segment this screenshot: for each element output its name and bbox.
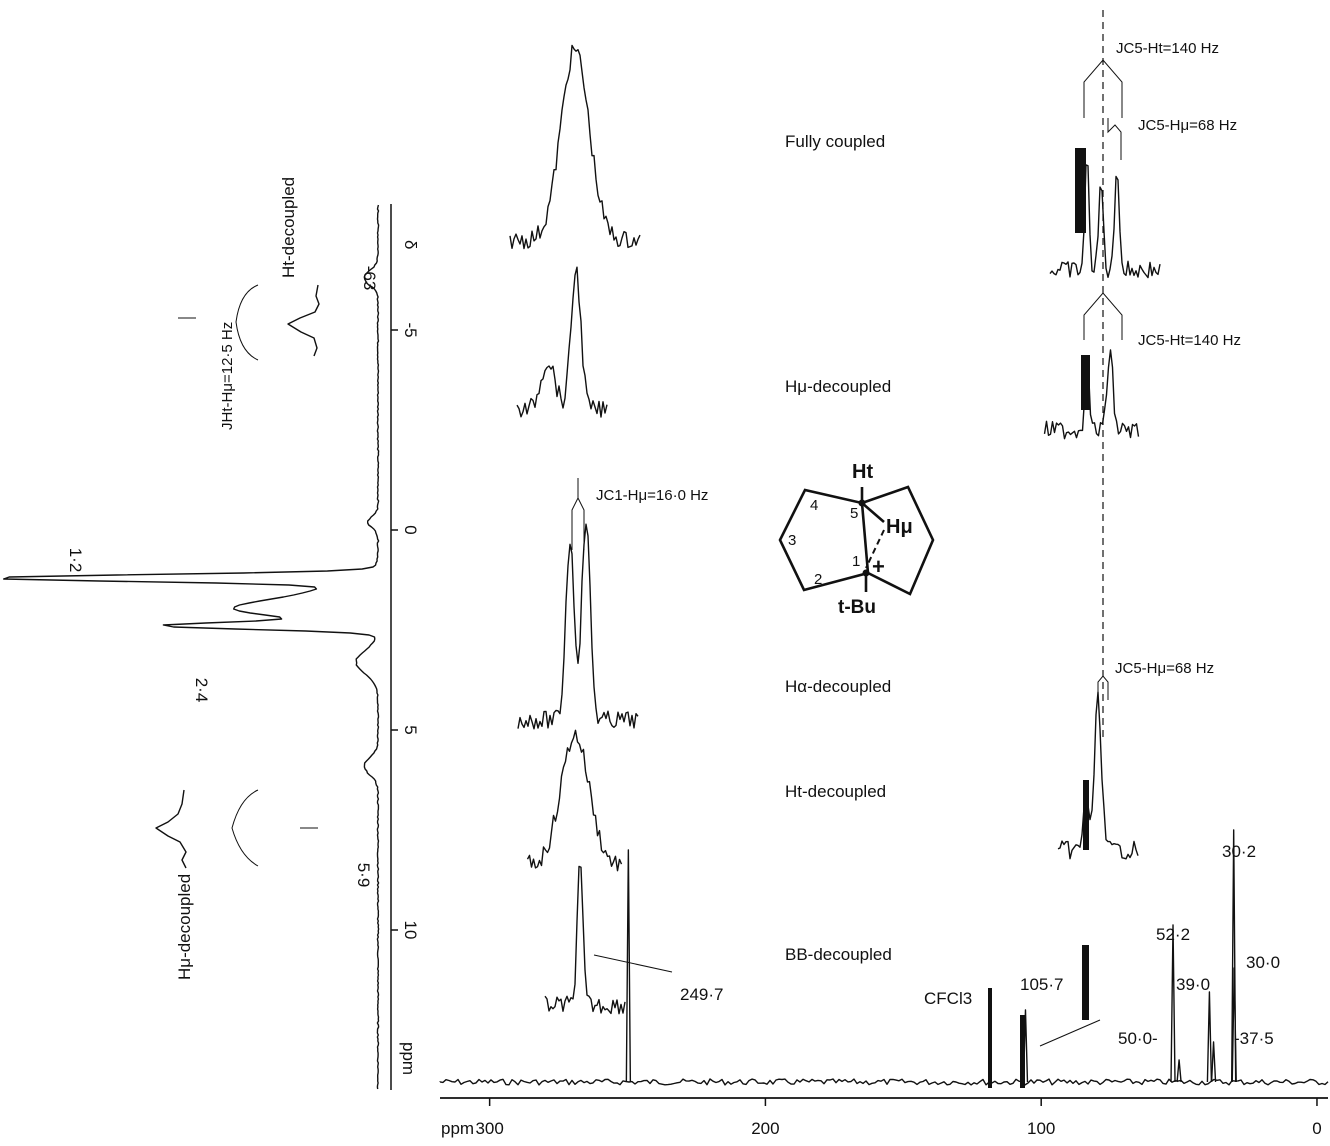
h1-hmu-decoupled-label: Hμ-decoupled bbox=[175, 874, 194, 980]
structure-bridge-bond bbox=[865, 529, 885, 569]
c5-bar-3 bbox=[1083, 780, 1089, 850]
c5-multiplet-marker-1 bbox=[1083, 59, 1123, 118]
c5-inset-fully-coupled bbox=[1049, 164, 1161, 279]
h1-inset-bottom-1 bbox=[231, 789, 259, 867]
inset-label-halpha-decoupled: Hα-decoupled bbox=[785, 677, 891, 696]
c5-bar-4 bbox=[1082, 945, 1089, 1020]
h1-tick-label-3: 10 bbox=[401, 921, 420, 940]
structure-ring bbox=[778, 488, 870, 592]
inset-connector-c1 bbox=[593, 954, 673, 973]
cfcl3-reference-bar bbox=[988, 988, 992, 1088]
cfcl3-label: CFCl3 bbox=[924, 989, 972, 1008]
c5-multiplet-marker-2 bbox=[1107, 118, 1122, 160]
c13-peak-label-2: 52·2 bbox=[1156, 925, 1190, 944]
cation-structure: Ht Hμ t-Bu + 1 2 3 4 5 bbox=[778, 461, 935, 618]
h1-axis-ticks: -5 0 5 10 bbox=[391, 322, 420, 939]
c1-inset-bb-decoupled bbox=[544, 865, 626, 1015]
structure-atom-3: 3 bbox=[788, 532, 796, 549]
h1-spectrum: -5 0 5 10 δ ppm -63 1·2 2·4 5·9 Ht-decoupled J… bbox=[3, 177, 420, 1090]
structure-atom-5: 5 bbox=[850, 505, 858, 522]
c13-peak-4 bbox=[1206, 991, 1213, 1083]
c5-bar-1 bbox=[1081, 355, 1090, 410]
c13-tick-label-0: 300 bbox=[475, 1119, 503, 1138]
c1-doublet-marker bbox=[571, 478, 585, 550]
c1-inset-fully-coupled bbox=[509, 44, 641, 250]
c13-trace bbox=[439, 1078, 1329, 1086]
c13-peak-labels: 249·7 105·7 52·2 50·0- 39·0 -37·5 30·2 30·0 bbox=[680, 842, 1280, 1048]
structure-ring-2 bbox=[861, 485, 935, 596]
c5-insets: JC5-Ht=140 Hz JC5-Hμ=68 Hz JC5-Ht=140 Hz… bbox=[1043, 10, 1241, 1020]
inset-label-fully-coupled: Fully coupled bbox=[785, 132, 885, 151]
c13-tick-label-2: 100 bbox=[1027, 1119, 1055, 1138]
c5-multiplet-marker-4 bbox=[1097, 675, 1109, 700]
structure-tbu-label: t-Bu bbox=[838, 597, 876, 618]
c13-peak-7 bbox=[1231, 967, 1237, 1083]
c5-coupling-label-2: JC5-Hμ=68 Hz bbox=[1138, 117, 1237, 134]
c5-coupling-label-4: JC5-Hμ=68 Hz bbox=[1115, 660, 1214, 677]
c13-spectrum: 300 200 100 0 ppm 249·7 105·7 52·2 50·0- 39·0 -3… bbox=[439, 829, 1329, 1138]
h1-inset-top-1 bbox=[235, 284, 259, 361]
c13-peak-label-4: 39·0 bbox=[1176, 975, 1210, 994]
structure-hmu-label: Hμ bbox=[886, 516, 913, 538]
c13-tick-label-3: 0 bbox=[1312, 1119, 1321, 1138]
structure-ht-label: Ht bbox=[852, 461, 873, 483]
c13-peak-0 bbox=[625, 849, 632, 1083]
c13-peak-lines bbox=[625, 829, 1237, 1083]
c1-inset-ht-decoupled bbox=[526, 729, 623, 872]
c13-peak-label-0: 249·7 bbox=[680, 985, 723, 1004]
structure-c5-dot bbox=[858, 499, 866, 507]
h1-peak-label-2: 2·4 bbox=[192, 678, 211, 703]
c5-coupling-label-3: JC5-Ht=140 Hz bbox=[1138, 332, 1241, 349]
h1-peak-label-3: 5·9 bbox=[354, 863, 373, 888]
h1-axis-label: ppm bbox=[399, 1042, 418, 1075]
structure-atom-1: 1 bbox=[852, 553, 860, 570]
c13-peak-label-7: 30·0 bbox=[1246, 953, 1280, 972]
c13-peak-label-3: 50·0- bbox=[1118, 1029, 1158, 1048]
c1-coupling-label: JC1-Hμ=16·0 Hz bbox=[596, 487, 708, 504]
h1-peak-label-0: -63 bbox=[360, 266, 379, 291]
c13-tick-label-1: 200 bbox=[751, 1119, 779, 1138]
h1-tick-label-0: -5 bbox=[401, 322, 420, 337]
h1-delta-label: δ bbox=[401, 240, 420, 249]
h1-ht-decoupled-label: Ht-decoupled bbox=[279, 177, 298, 278]
h1-coupling-label: JHt-Hμ=12·5 Hz bbox=[219, 322, 236, 430]
c13-peak-5 bbox=[1210, 1041, 1217, 1083]
structure-c1-dot bbox=[862, 569, 870, 577]
structure-atom-2: 2 bbox=[814, 571, 822, 588]
c5-inset-ht-decoupled bbox=[1057, 691, 1139, 860]
inset-label-bb-decoupled: BB-decoupled bbox=[785, 945, 892, 964]
c13-x-axis-label: ppm bbox=[441, 1119, 474, 1138]
h1-tick-label-2: 5 bbox=[401, 725, 420, 734]
inset-label-hmu-decoupled: Hμ-decoupled bbox=[785, 377, 891, 396]
h1-tick-label-1: 0 bbox=[401, 525, 420, 534]
h1-inset-bottom-2 bbox=[155, 789, 187, 869]
inset-connector-c5 bbox=[1039, 1019, 1101, 1047]
c5-coupling-label-1: JC5-Ht=140 Hz bbox=[1116, 40, 1219, 57]
structure-atom-4: 4 bbox=[810, 497, 818, 514]
c13-peak-label-1: 105·7 bbox=[1020, 975, 1063, 994]
c13-x-ticks: 300 200 100 0 bbox=[475, 1098, 1322, 1138]
structure-cation-label: + bbox=[872, 554, 885, 579]
h1-peak-label-1: 1·2 bbox=[66, 548, 85, 573]
h1-inset-top-2 bbox=[287, 284, 320, 357]
c1-insets: JC1-Hμ=16·0 Hz bbox=[509, 44, 708, 1015]
c13-peak-label-5: -37·5 bbox=[1234, 1029, 1274, 1048]
c13-peak-2 bbox=[1170, 924, 1176, 1083]
c13-peak-3 bbox=[1176, 1059, 1182, 1083]
structure-hmu-bond bbox=[861, 502, 885, 523]
inset-label-ht-decoupled: Ht-decoupled bbox=[785, 782, 886, 801]
c1-inset-hmu-decoupled bbox=[516, 266, 608, 418]
inset-row-labels: Fully coupled Hμ-decoupled Hα-decoupled … bbox=[785, 132, 892, 964]
c5-inset-hmu-decoupled bbox=[1043, 349, 1140, 440]
reference-bar-2 bbox=[1020, 1015, 1025, 1088]
c1-inset-halpha-decoupled bbox=[517, 523, 639, 730]
c5-bar-0 bbox=[1075, 148, 1086, 233]
h1-trace bbox=[3, 204, 380, 1090]
c13-peak-label-6: 30·2 bbox=[1222, 842, 1256, 861]
h1-peak-labels: -63 1·2 2·4 5·9 bbox=[66, 266, 379, 888]
c5-multiplet-marker-3 bbox=[1083, 292, 1123, 340]
